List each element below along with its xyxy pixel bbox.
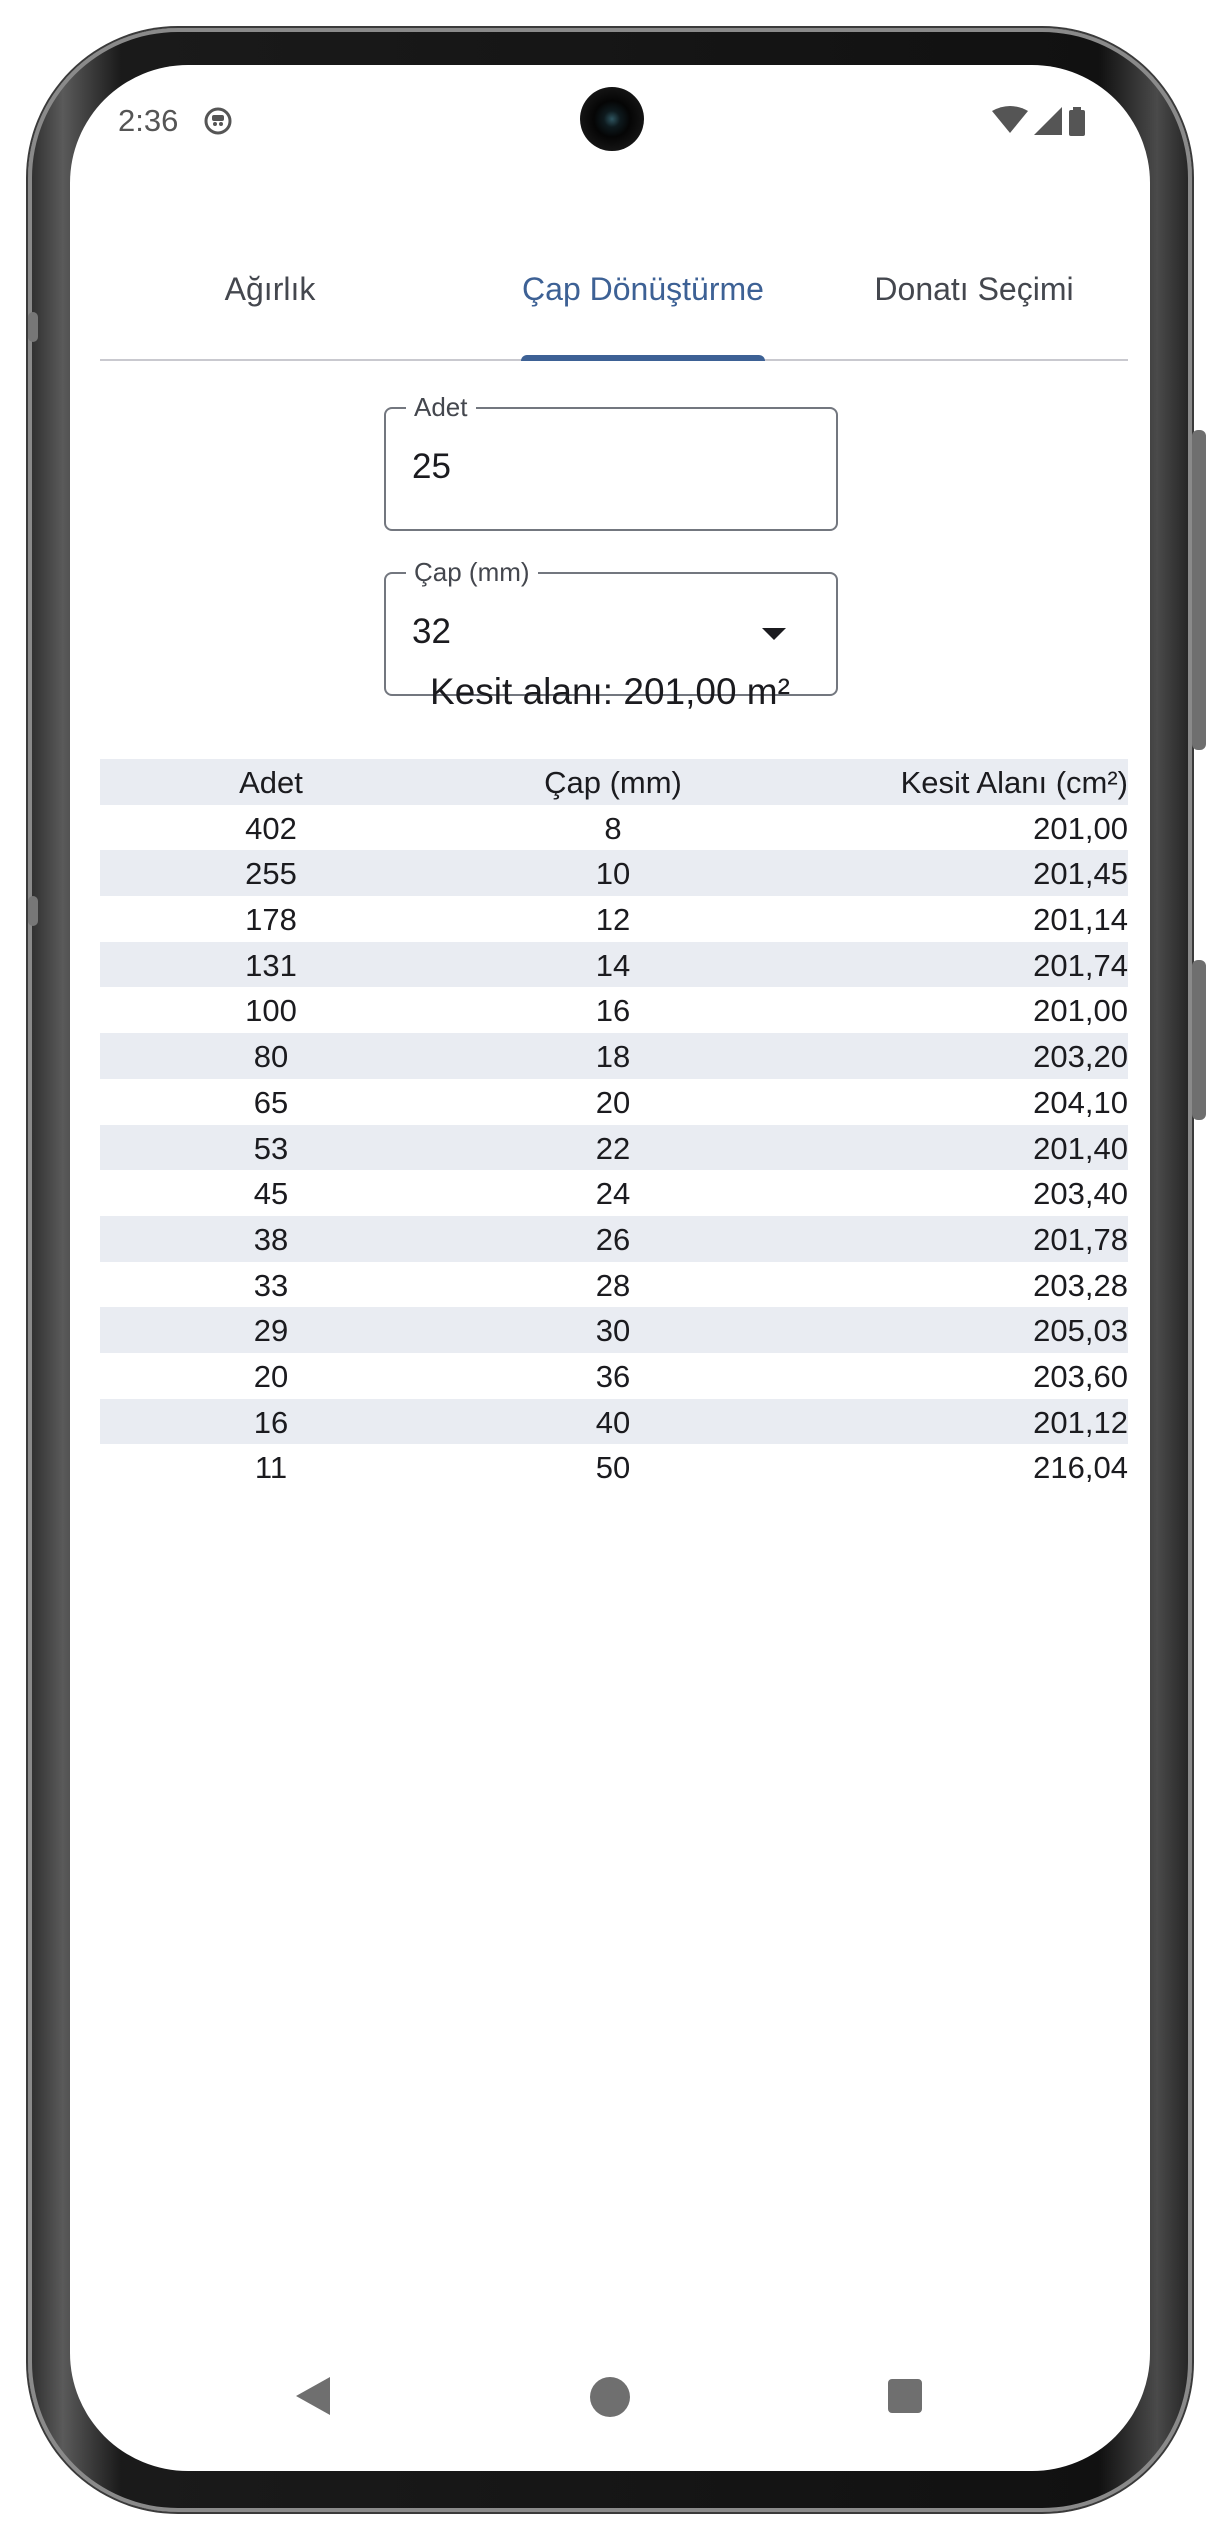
table-row: 53 22 201,40 [100,1124,1128,1171]
table-cell: 201,12 [1033,1404,1128,1440]
table-cell: 28 [595,1267,631,1303]
table-row: 65 20 204,10 [100,1079,1128,1125]
table-cell: 30 [595,1313,631,1349]
dropdown-arrow-icon[interactable] [762,628,786,640]
recents-icon[interactable] [888,2379,922,2413]
table-cell: 402 [245,810,297,846]
table-cell: 38 [253,1221,289,1257]
table-row: 178 12 201,14 [100,896,1128,942]
table-row: 33 28 203,28 [100,1262,1128,1308]
table-cell: 53 [253,1130,289,1166]
table-cell: 201,45 [1033,856,1128,892]
table-cell: 20 [595,1084,631,1120]
count-field-value[interactable]: 25 [412,447,451,486]
table-cell: 16 [253,1404,289,1440]
table-header-cell: Kesit Alanı (cm²) [900,765,1128,800]
status-icons [992,106,1085,136]
table-cell: 24 [595,1176,631,1212]
table-cell: 18 [595,1039,631,1075]
count-field-label: Adet [406,392,476,422]
table-cell: 201,78 [1033,1221,1128,1257]
table-cell: 204,10 [1033,1084,1128,1120]
table-header-cell: Çap (mm) [544,765,682,800]
table-row: 29 30 205,03 [100,1307,1128,1353]
table-cell: 100 [245,993,297,1029]
table-cell: 29 [253,1313,289,1349]
table-cell: 45 [253,1176,289,1212]
count-field[interactable]: Adet 25 [384,392,838,531]
volume-button [1192,430,1206,750]
table-cell: 201,40 [1033,1130,1128,1166]
table-cell: 131 [245,947,297,983]
table-cell: 205,03 [1033,1313,1128,1349]
power-button [1192,960,1206,1120]
tab-agirlik[interactable]: Ağırlık [224,271,316,307]
table-cell: 80 [253,1039,289,1075]
status-bar: 2:36 [70,65,1150,175]
tab-cap-donusturme[interactable]: Çap Dönüştürme [522,271,764,307]
table-cell: 8 [604,810,622,846]
back-icon[interactable] [296,2377,330,2415]
home-icon[interactable] [590,2377,630,2417]
table-row: 11 50 216,04 [100,1444,1128,1490]
table-cell: 50 [595,1450,631,1486]
app-notification-icon [204,107,232,135]
table-row: 45 24 203,40 [100,1170,1128,1216]
left-edge-mark [28,312,38,342]
table-cell: 10 [595,856,631,892]
table-row: 255 10 201,45 [100,850,1128,897]
table-cell: 36 [595,1358,631,1394]
diameter-select[interactable]: Çap (mm) 32 [384,557,838,696]
result-text: Kesit alanı: 201,00 m² [430,671,790,712]
table-cell: 203,40 [1033,1176,1128,1212]
table-cell: 203,28 [1033,1267,1128,1303]
table-cell: 22 [595,1130,631,1166]
table-cell: 40 [595,1404,631,1440]
diameter-select-value[interactable]: 32 [412,612,451,651]
table-cell: 203,60 [1033,1358,1128,1394]
table-header-row: Adet Çap (mm) Kesit Alanı (cm²) [100,759,1128,805]
status-time: 2:36 [118,103,179,138]
table-cell: 178 [245,902,297,938]
table-cell: 12 [595,902,631,938]
table-cell: 201,00 [1033,993,1128,1029]
table-cell: 216,04 [1033,1450,1128,1486]
signal-icon [1034,107,1062,135]
table-cell: 203,20 [1033,1039,1128,1075]
table-cell: 11 [254,1450,288,1486]
table-row: 131 14 201,74 [100,941,1128,988]
table-row: 20 36 203,60 [100,1353,1128,1399]
table-cell: 201,74 [1033,947,1128,983]
screen: 2:36 Ağırlık Çap Dönüştürme Donatı Seçim… [70,65,1150,2471]
left-edge-mark [28,896,38,926]
table-cell: 26 [595,1221,631,1257]
diameter-select-label: Çap (mm) [406,557,538,587]
table-row: 38 26 201,78 [100,1215,1128,1262]
navigation-bar [70,2355,1150,2435]
conversion-table: Adet Çap (mm) Kesit Alanı (cm²) 402 8 20… [100,759,1128,1490]
battery-icon [1069,107,1085,136]
table-cell: 16 [595,993,631,1029]
table-cell: 201,14 [1033,902,1128,938]
table-cell: 33 [253,1267,289,1303]
tab-donati-secimi[interactable]: Donatı Seçimi [874,271,1074,307]
table-cell: 20 [253,1358,289,1394]
table-row: 402 8 201,00 [100,805,1128,851]
active-tab-indicator [521,355,765,361]
table-row: 100 16 201,00 [100,987,1128,1033]
wifi-icon [992,106,1028,133]
front-camera [580,87,644,151]
table-cell: 255 [245,856,297,892]
table-cell: 65 [253,1084,289,1120]
table-cell: 201,00 [1033,810,1128,846]
tab-bar: Ağırlık Çap Dönüştürme Donatı Seçimi [100,215,1128,361]
table-row: 80 18 203,20 [100,1033,1128,1079]
table-cell: 14 [595,947,631,983]
table-row: 16 40 201,12 [100,1398,1128,1445]
table-header-cell: Adet [239,765,303,800]
